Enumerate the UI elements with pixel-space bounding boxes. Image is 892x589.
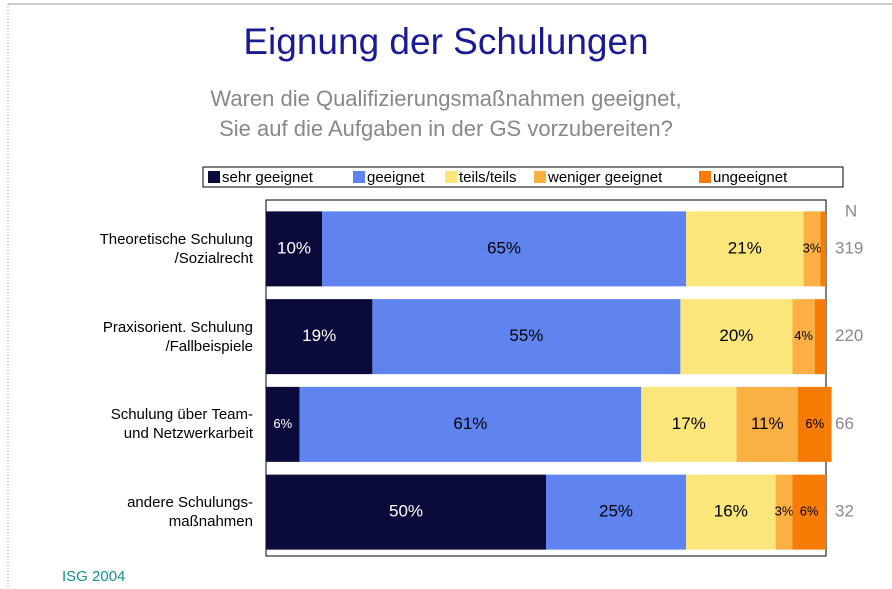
bar-segment xyxy=(803,211,821,287)
bar-segment xyxy=(686,211,804,287)
value-label: 20% xyxy=(719,326,753,345)
legend-swatch xyxy=(699,171,711,183)
bar-segment xyxy=(322,211,686,287)
bar-segment xyxy=(680,299,793,375)
legend-swatch xyxy=(534,171,546,183)
value-label: 6% xyxy=(805,416,824,431)
category-label: Schulung über Team- und Netzwerkarbeit xyxy=(110,406,253,443)
plot-frame xyxy=(265,199,827,557)
bar-segment xyxy=(798,386,832,462)
bar-segment xyxy=(266,386,300,462)
value-label: 21% xyxy=(728,238,762,257)
value-label: 50% xyxy=(389,502,423,521)
bar-segment xyxy=(372,299,681,375)
n-header: N xyxy=(845,201,857,220)
source: ISG 2004 xyxy=(62,568,125,585)
n-value: 319 xyxy=(835,238,863,257)
legend-label: weniger geeignet xyxy=(547,169,663,186)
legend-label: teils/teils xyxy=(459,169,517,186)
bar-segment xyxy=(775,474,793,550)
legend-label: sehr geeignet xyxy=(222,169,314,186)
bar-segment xyxy=(299,386,642,462)
bar-segment xyxy=(641,386,737,462)
bar-segment xyxy=(792,299,815,375)
bar-segment xyxy=(814,299,826,375)
bar-segment xyxy=(266,474,546,550)
subtitle: Waren die Qualifizierungsmaßnahmen geeig… xyxy=(210,86,681,111)
category-label: andere Schulungs- maßnahmen xyxy=(127,494,253,531)
category-label: Theoretische Schulung /Sozialrecht xyxy=(99,230,253,267)
value-label: 16% xyxy=(714,502,748,521)
chart-title: Eignung der Schulungen xyxy=(243,21,648,62)
n-value: 220 xyxy=(835,326,863,345)
value-label: 6% xyxy=(800,504,819,519)
bar-segment xyxy=(736,386,798,462)
bar-segment xyxy=(820,211,826,287)
bar-segment xyxy=(792,474,826,550)
value-label: 11% xyxy=(751,414,784,433)
value-label: 3% xyxy=(775,504,794,519)
legend-label: ungeeignet xyxy=(713,169,788,186)
n-value: 32 xyxy=(835,502,854,521)
legend-label: geeignet xyxy=(367,169,425,186)
value-label: 10% xyxy=(277,238,311,257)
bar-segment xyxy=(546,474,686,550)
value-label: 17% xyxy=(672,414,706,433)
value-label: 61% xyxy=(453,414,487,433)
value-label: 19% xyxy=(302,326,336,345)
subtitle: Sie auf die Aufgaben in der GS vorzubere… xyxy=(219,116,673,141)
value-label: 25% xyxy=(599,502,633,521)
value-label: 4% xyxy=(794,328,813,343)
bar-segment xyxy=(266,211,322,287)
legend-swatch xyxy=(208,171,220,183)
value-label: 65% xyxy=(487,238,521,257)
value-label: 3% xyxy=(803,240,822,255)
legend-swatch xyxy=(353,171,365,183)
bar-segment xyxy=(266,299,373,375)
bar-segment xyxy=(686,474,776,550)
legend-swatch xyxy=(445,171,457,183)
n-value: 66 xyxy=(835,414,854,433)
value-label: 55% xyxy=(509,326,543,345)
category-label: Praxisorient. Schulung /Fallbeispiele xyxy=(102,318,253,355)
value-label: 6% xyxy=(273,416,292,431)
